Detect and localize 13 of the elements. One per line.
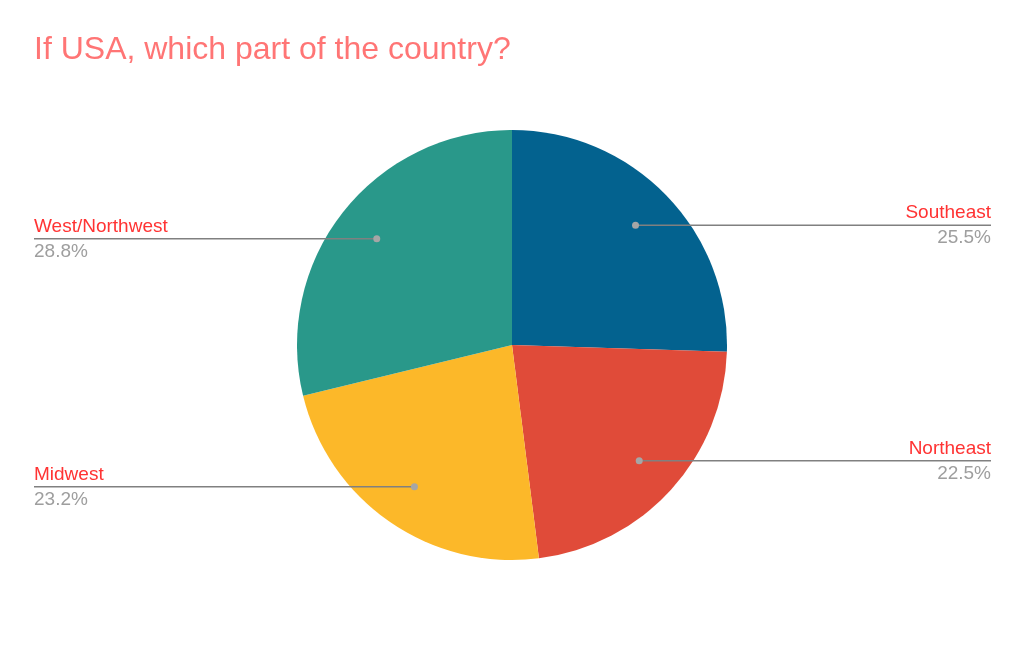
slice-label: Northeast <box>908 436 992 458</box>
data-label: 25.5% <box>937 226 992 248</box>
data-label: 22.5% <box>937 461 992 483</box>
chart-title: If USA, which part of the country? <box>34 30 511 66</box>
pie-slice <box>303 345 539 560</box>
pie-slice <box>512 130 727 352</box>
data-label: 28.8% <box>34 239 88 261</box>
pie-slice <box>297 130 512 396</box>
slice-label: West/Northwest <box>34 214 169 236</box>
data-label: 23.2% <box>34 487 88 509</box>
slice-label: Southeast <box>905 201 992 223</box>
pie-slice <box>512 345 727 559</box>
slice-label: Midwest <box>34 462 105 484</box>
